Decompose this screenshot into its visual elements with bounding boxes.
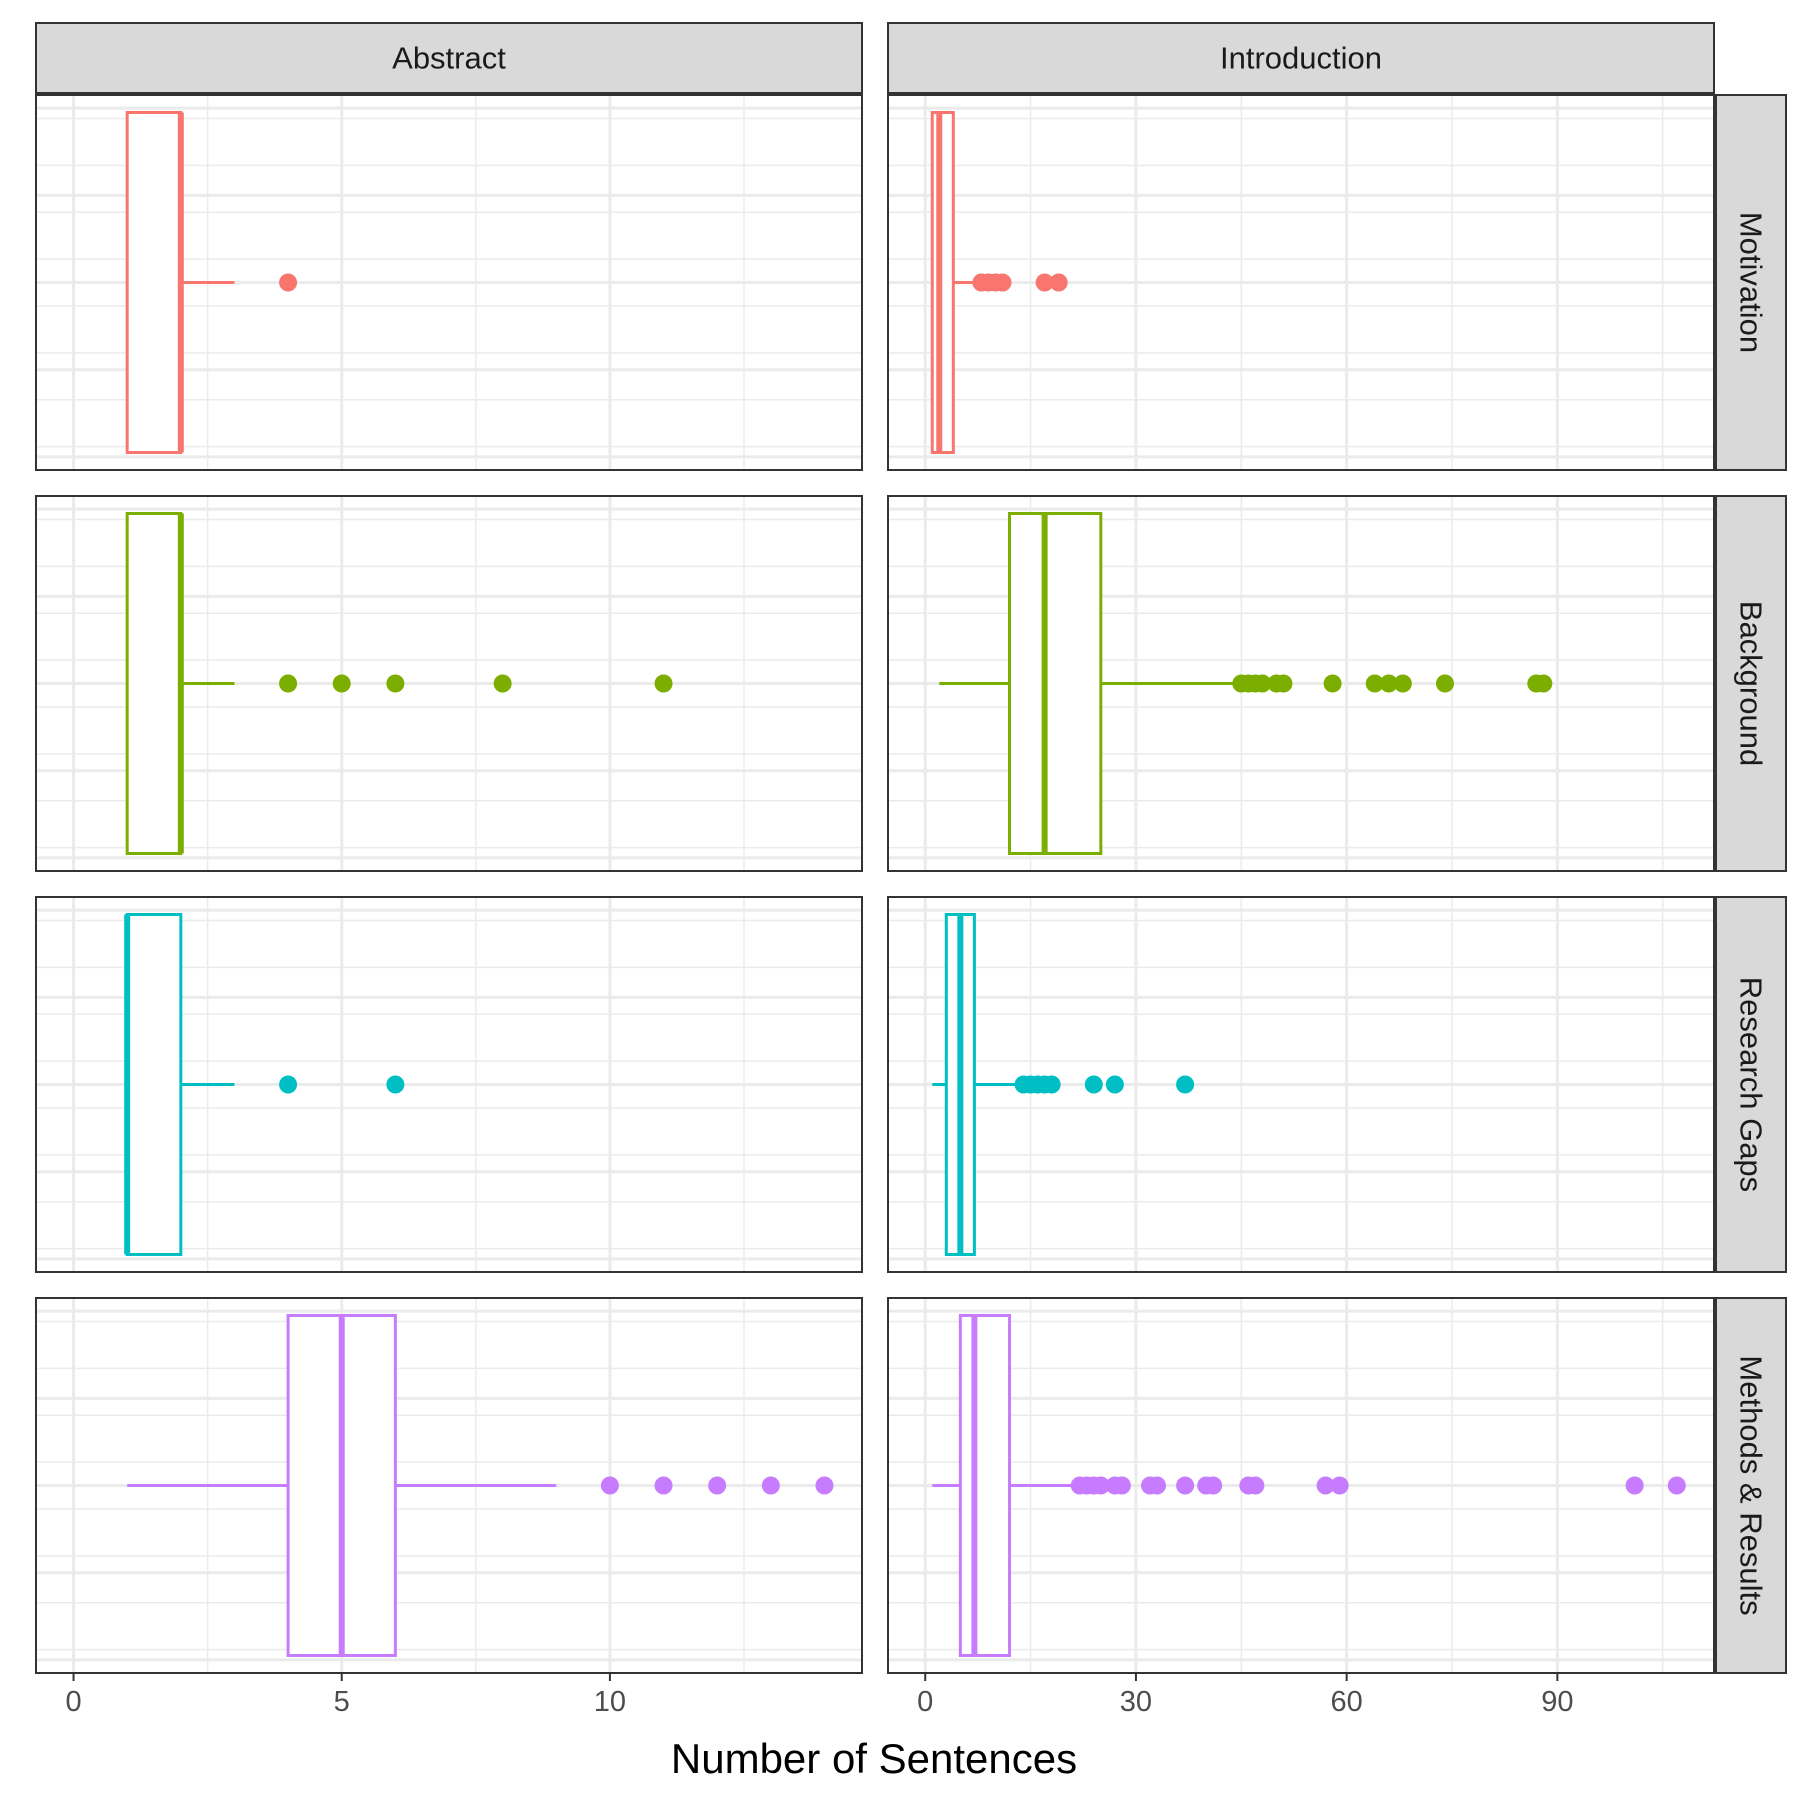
outlier-point [1274, 674, 1293, 693]
outlier-point [761, 1476, 780, 1495]
outlier-point [1393, 674, 1412, 693]
x-tick-label: 60 [1331, 1686, 1363, 1718]
row-strip-background: Background [1715, 495, 1787, 872]
panel-background-abstract [35, 495, 863, 872]
column-strip-introduction: Introduction [887, 22, 1715, 94]
outlier-point [1112, 1476, 1131, 1495]
row-strip-label: Research Gaps [1734, 977, 1769, 1192]
box-iqr [1008, 512, 1103, 855]
row-strip-background [1715, 1297, 1787, 1674]
panel-border [887, 495, 1715, 872]
outlier-point [1246, 1476, 1265, 1495]
outlier-point [815, 1476, 834, 1495]
outlier-point [279, 1075, 298, 1094]
outlier-point [386, 1075, 405, 1094]
column-strip-abstract: Abstract [35, 22, 863, 94]
row-strip-label: Background [1734, 601, 1769, 766]
box-iqr [958, 1314, 1012, 1657]
outlier-point [1435, 674, 1454, 693]
row-strip-background [1715, 495, 1787, 872]
outlier-point [1316, 1476, 1335, 1495]
outlier-point [1330, 1476, 1349, 1495]
column-strip-label: Abstract [392, 41, 506, 76]
panel-research-gaps-introduction [887, 896, 1715, 1273]
outlier-point [279, 273, 298, 292]
panel-background-introduction [887, 495, 1715, 872]
outlier-point [600, 1476, 619, 1495]
outlier-point [1176, 1476, 1195, 1495]
box-iqr [125, 512, 183, 855]
outlier-point [493, 674, 512, 693]
x-tick-label: 0 [65, 1686, 81, 1718]
panel-border [887, 94, 1715, 471]
outlier-point [1042, 1075, 1061, 1094]
row-strip-label: Motivation [1734, 212, 1769, 353]
outlier-point [1148, 1476, 1167, 1495]
outlier-point [1049, 273, 1068, 292]
column-strip-label: Introduction [1220, 41, 1382, 76]
x-tick-label: 5 [334, 1686, 350, 1718]
x-axis-title: Number of Sentences [671, 1735, 1077, 1782]
row-strip-motivation: Motivation [1715, 94, 1787, 471]
x-tick-label: 0 [917, 1686, 933, 1718]
outlier-point [1667, 1476, 1686, 1495]
panel-border [35, 495, 863, 872]
box-iqr [125, 111, 183, 454]
panel-border [35, 1297, 863, 1674]
panel-border [35, 94, 863, 471]
row-strip-background [1715, 896, 1787, 1273]
outlier-point [654, 1476, 673, 1495]
panel-motivation-abstract [35, 94, 863, 471]
box-iqr [930, 111, 955, 454]
outlier-point [1365, 674, 1384, 693]
column-strip-background [887, 22, 1715, 94]
outlier-point [993, 273, 1012, 292]
panels-layer [35, 94, 1715, 1674]
row-strip-label: Methods & Results [1734, 1355, 1769, 1615]
x-tick-label: 90 [1541, 1686, 1573, 1718]
outlier-point [1253, 674, 1272, 693]
column-strip-background [35, 22, 863, 94]
panel-research-gaps-abstract [35, 896, 863, 1273]
outlier-point [1035, 273, 1054, 292]
panel-motivation-introduction [887, 94, 1715, 471]
outlier-point [332, 674, 351, 693]
outlier-point [1323, 674, 1342, 693]
panel-methods-and-results-introduction [887, 1297, 1715, 1674]
x-tick-label: 10 [594, 1686, 626, 1718]
outlier-point [1105, 1075, 1124, 1094]
outlier-point [1534, 674, 1553, 693]
outlier-point [1379, 674, 1398, 693]
outlier-point [279, 674, 298, 693]
panel-border [887, 896, 1715, 1273]
outlier-point [1176, 1075, 1195, 1094]
panel-border [887, 1297, 1715, 1674]
outlier-point [708, 1476, 727, 1495]
outlier-point [654, 674, 673, 693]
outlier-point [386, 674, 405, 693]
x-axis-layer: 0 5 10 0 30 60 90 [65, 1673, 1574, 1718]
outlier-point [1204, 1476, 1223, 1495]
panel-methods-and-results-abstract [35, 1297, 863, 1674]
outlier-point [1091, 1476, 1110, 1495]
strips-layer: Motivation Background Research Gaps Methods… [35, 22, 1787, 1674]
outlier-point [1084, 1075, 1103, 1094]
row-strip-background [1715, 94, 1787, 471]
outlier-point [1625, 1476, 1644, 1495]
row-strip-research-gaps: Research Gaps [1715, 896, 1787, 1273]
box-iqr [125, 913, 183, 1256]
row-strip-methods-and-results: Methods & Results [1715, 1297, 1787, 1674]
x-tick-label: 30 [1120, 1686, 1152, 1718]
panel-border [35, 896, 863, 1273]
